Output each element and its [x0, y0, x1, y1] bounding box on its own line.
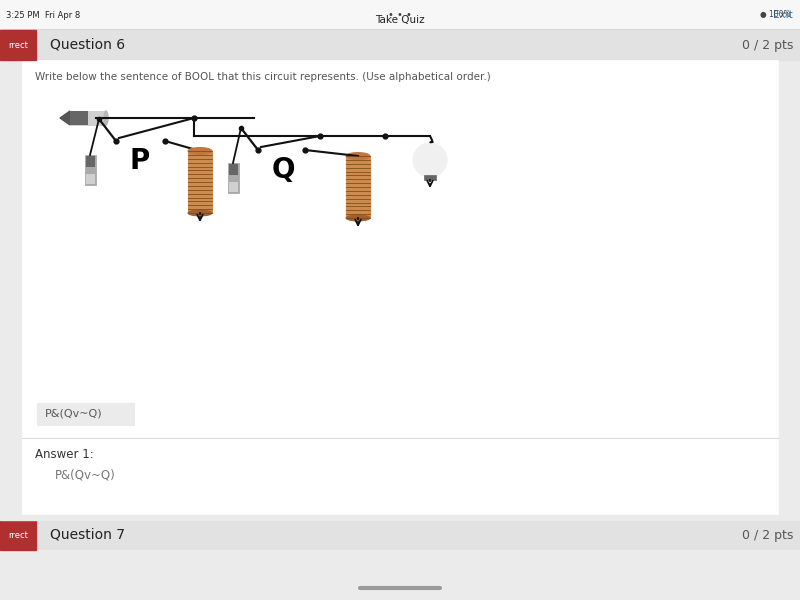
Ellipse shape: [188, 210, 212, 216]
Bar: [0, 0, 800, 29]
Circle shape: [413, 143, 447, 177]
Bar: [346, 156, 370, 218]
Text: P&(Qv~Q): P&(Qv~Q): [55, 468, 116, 481]
Bar: [0, 515, 800, 520]
Bar: [0, 520, 36, 550]
Text: 3:25 PM  Fri Apr 8: 3:25 PM Fri Apr 8: [6, 10, 80, 19]
Text: 0 / 2 pts: 0 / 2 pts: [742, 529, 793, 541]
Text: ● 100%: ● 100%: [760, 10, 790, 19]
Bar: [37, 403, 134, 425]
Bar: [229, 164, 238, 175]
Polygon shape: [60, 111, 70, 125]
Text: P: P: [130, 147, 150, 175]
Bar: [188, 151, 212, 213]
Text: P&(Qv~Q): P&(Qv~Q): [45, 409, 102, 419]
Text: Question 6: Question 6: [50, 38, 125, 52]
Ellipse shape: [346, 152, 370, 160]
Bar: [0, 520, 800, 550]
Bar: [229, 181, 238, 192]
Bar: [70, 111, 88, 125]
Text: Question 7: Question 7: [50, 528, 125, 542]
Text: Answer 1:: Answer 1:: [35, 448, 94, 461]
Bar: [85, 155, 95, 185]
Text: rrect: rrect: [8, 530, 28, 539]
Bar: [86, 173, 94, 184]
Text: Exit: Exit: [774, 10, 793, 20]
Text: Q: Q: [272, 156, 295, 184]
Text: • • •: • • •: [388, 10, 412, 20]
Ellipse shape: [188, 148, 212, 154]
Bar: [22, 60, 778, 515]
Text: rrect: rrect: [8, 40, 28, 49]
Ellipse shape: [104, 111, 108, 125]
Bar: [70, 111, 106, 125]
Text: Write below the sentence of BOOL that this circuit represents. (Use alphabetical: Write below the sentence of BOOL that th…: [35, 72, 490, 82]
Text: Take Quiz: Take Quiz: [375, 15, 425, 25]
Text: 0 / 2 pts: 0 / 2 pts: [742, 38, 793, 52]
Bar: [86, 155, 94, 167]
Bar: [0, 30, 800, 60]
Bar: [424, 175, 436, 180]
Bar: [227, 163, 238, 193]
Bar: [0, 550, 800, 600]
Ellipse shape: [346, 215, 370, 221]
Bar: [0, 30, 36, 60]
